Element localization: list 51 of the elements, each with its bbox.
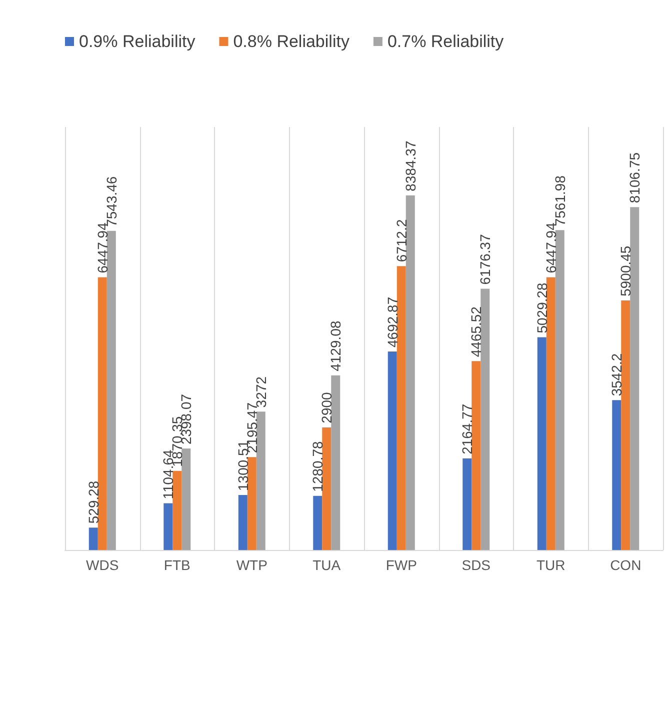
bar	[256, 412, 266, 550]
bar	[621, 300, 630, 550]
bar	[480, 288, 490, 550]
legend-label: 0.9% Reliability	[79, 32, 196, 51]
bar	[396, 266, 406, 550]
data-label: 5900.45	[618, 246, 634, 296]
x-tick-label: CON	[610, 557, 642, 573]
bar	[313, 496, 322, 550]
bar	[238, 494, 248, 550]
data-label: 6176.37	[477, 234, 494, 285]
data-label: 6712.2	[393, 219, 410, 262]
bar	[630, 207, 640, 550]
data-label: 6447.94	[542, 222, 559, 274]
bar	[546, 277, 556, 550]
data-label: 4465.52	[468, 306, 484, 358]
x-tick-label: TUR	[536, 557, 566, 573]
x-tick-label: WDS	[86, 557, 119, 573]
bar	[164, 503, 173, 550]
data-label: 2164.77	[459, 404, 476, 454]
data-label: 2900	[318, 392, 335, 424]
data-label: 6447.94	[94, 222, 110, 274]
data-label: 8384.37	[402, 140, 418, 192]
bar	[406, 195, 415, 550]
data-label: 1280.78	[310, 441, 326, 492]
bar	[106, 230, 116, 550]
bar	[98, 277, 107, 550]
data-label: 4129.08	[328, 320, 344, 372]
x-tick-label: TUA	[312, 557, 342, 573]
legend-label: 0.8% Reliability	[233, 32, 350, 51]
data-label: 5029.28	[534, 282, 550, 334]
data-label: 529.28	[85, 480, 102, 524]
bar	[247, 457, 256, 550]
bar	[462, 458, 472, 550]
x-tick-label: FTB	[164, 557, 190, 573]
data-label: 8106.75	[626, 152, 643, 204]
data-label: 3542.2	[608, 353, 625, 396]
bar	[331, 375, 340, 550]
x-tick-label: SDS	[462, 557, 491, 573]
bar	[172, 470, 182, 550]
bar	[322, 427, 332, 550]
legend-label: 0.7% Reliability	[387, 32, 504, 51]
bar	[88, 528, 98, 550]
bar	[612, 400, 622, 550]
bar	[537, 337, 546, 550]
bar	[555, 230, 564, 550]
bar	[472, 361, 481, 550]
bar	[182, 448, 191, 550]
bar	[388, 351, 397, 550]
x-tick-label: WTP	[236, 557, 268, 573]
data-label: 4692.87	[384, 296, 400, 348]
x-tick-label: FWP	[386, 557, 417, 573]
